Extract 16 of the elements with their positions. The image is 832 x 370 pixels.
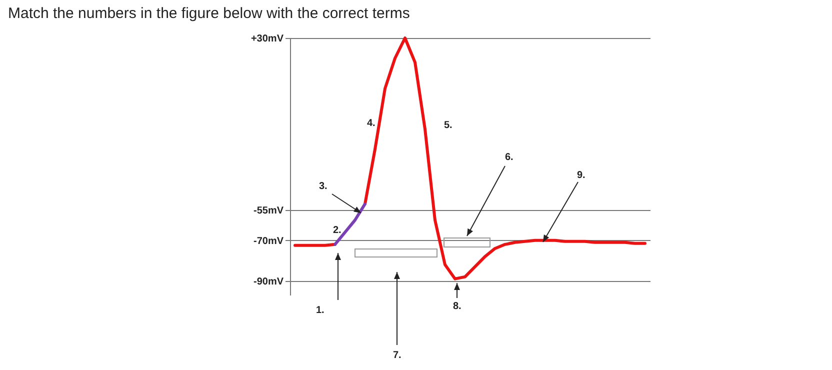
- line-series: [334, 202, 366, 246]
- annotation: 6.: [505, 152, 514, 163]
- annotation: 5.: [444, 120, 452, 131]
- y-tick-label: -55mV: [253, 206, 284, 217]
- line-series: [364, 36, 646, 280]
- y-tick-label: -90mV: [253, 276, 284, 288]
- annotation: 3.: [319, 181, 328, 192]
- y-tick-label: +30mV: [250, 34, 284, 44]
- chart-title: Match the numbers in the figure below with the correct terms: [8, 5, 410, 22]
- text: 1.: [316, 305, 324, 316]
- annotation: 2.: [333, 225, 342, 236]
- y-tick-label: -70mV: [253, 236, 284, 247]
- text: 7.: [393, 350, 402, 361]
- text: 8.: [453, 301, 462, 312]
- annotation: 4.: [367, 118, 376, 129]
- annotation: 9.: [577, 170, 586, 181]
